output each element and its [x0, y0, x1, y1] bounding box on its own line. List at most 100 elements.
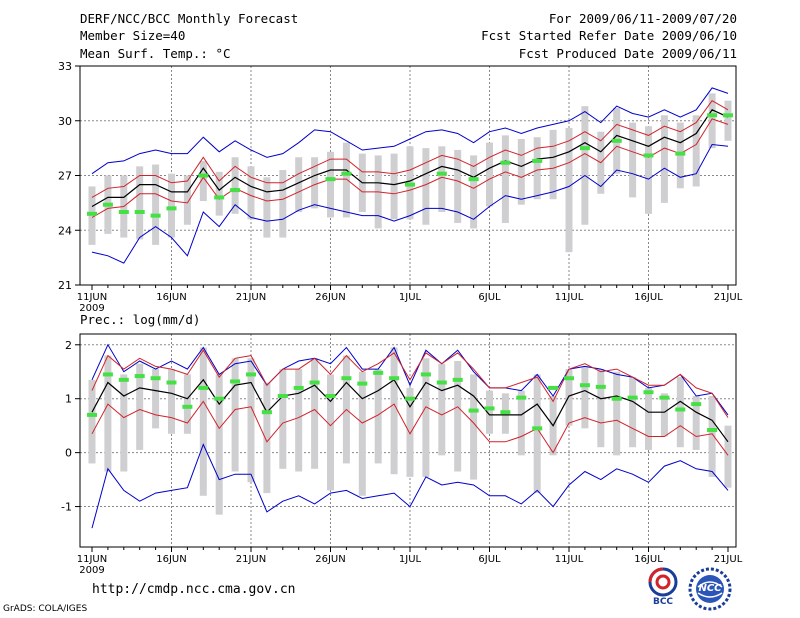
observed-marker: [102, 202, 113, 207]
observed-marker: [150, 213, 161, 218]
observed-marker: [420, 372, 431, 377]
observed-marker: [261, 410, 272, 415]
spread-box: [708, 396, 716, 477]
spread-box: [374, 369, 382, 464]
observed-marker: [341, 171, 352, 176]
observed-marker: [500, 410, 511, 415]
forecast-period: For 2009/06/11-2009/07/20: [548, 11, 737, 26]
forecast-produced-date: Fcst Produced Date 2009/06/11: [518, 46, 737, 61]
observed-marker: [341, 376, 352, 381]
spread-box: [533, 137, 541, 200]
y-tick-label: 27: [58, 170, 72, 183]
x-tick-label: 26JUN: [315, 292, 345, 303]
observed-marker: [373, 370, 384, 375]
spread-box: [629, 122, 637, 198]
spread-box: [486, 390, 493, 434]
observed-marker: [675, 407, 686, 412]
spread-box: [613, 371, 621, 456]
spread-box: [199, 160, 207, 202]
spread-box: [215, 374, 223, 515]
observed-marker: [405, 182, 415, 187]
observed-marker: [707, 113, 718, 118]
spread-box: [660, 115, 668, 203]
spread-box: [565, 369, 573, 426]
spread-box: [470, 374, 478, 480]
spread-box: [438, 146, 446, 212]
observed-marker: [214, 195, 225, 200]
spread-box: [152, 164, 160, 245]
x-tick-label: 21JUL: [714, 554, 743, 565]
spread-box: [263, 177, 271, 238]
lower-std-line: [91, 400, 729, 456]
y-tick-label: 2: [65, 339, 72, 352]
ensemble-mean-line: [91, 109, 729, 208]
spread-box: [168, 173, 175, 238]
spread-box: [279, 170, 287, 238]
spread-box: [724, 425, 732, 488]
year-label: 2009: [79, 303, 104, 314]
ensemble-min-line: [91, 143, 729, 264]
observed-marker: [707, 427, 718, 432]
upper-std-line: [91, 349, 729, 418]
spread-box: [486, 142, 493, 207]
observed-marker: [675, 151, 686, 156]
x-tick-label: 26JUN: [315, 554, 345, 565]
ensemble-max-line: [91, 87, 729, 175]
spread-box: [136, 166, 144, 240]
spread-box: [183, 374, 191, 434]
plot-frame: [79, 333, 737, 548]
observed-marker: [166, 380, 177, 385]
y-tick-label: 24: [58, 224, 72, 237]
observed-marker: [214, 396, 225, 401]
panel-2: -1 0 1 2 11JUN 16JUN 21JUN 26JUN 1JUL 6JUL 11JUL 16…: [61, 312, 743, 576]
spread-box: [454, 360, 462, 472]
observed-marker: [627, 395, 638, 400]
spread-box: [501, 135, 509, 223]
header-title: DERF/NCC/BCC Monthly Forecast: [80, 11, 299, 26]
observed-marker: [611, 138, 622, 143]
spread-box: [247, 358, 255, 483]
y-tick-label: 33: [58, 60, 72, 73]
observed-marker: [357, 381, 368, 386]
spread-box: [295, 157, 303, 212]
spread-box: [549, 129, 557, 200]
y-tick-label: 30: [58, 115, 72, 128]
spread-box: [581, 106, 589, 225]
x-tick-label: 16JUN: [156, 292, 186, 303]
observed-marker: [325, 394, 336, 399]
spread-box: [231, 358, 239, 472]
spread-box: [645, 126, 652, 214]
panel-title: Prec.: log(mm/d): [80, 312, 200, 327]
observed-marker: [643, 390, 654, 395]
y-tick-label: 21: [58, 279, 72, 292]
ncc-logo: NCC: [688, 567, 732, 611]
lower-std-line: [91, 118, 729, 218]
spread-box: [183, 175, 191, 225]
spread-box: [136, 363, 144, 450]
x-tick-label: 6JUL: [478, 292, 501, 303]
observed-marker: [532, 426, 543, 431]
ncc-logo-text: NCC: [698, 583, 722, 594]
spread-box: [422, 148, 430, 225]
observed-marker: [198, 173, 209, 178]
x-tick-label: 21JUL: [714, 292, 743, 303]
bcc-logo: BCC: [640, 566, 686, 610]
observed-marker: [548, 385, 559, 390]
x-tick-label: 6JUL: [478, 554, 501, 565]
spread-box: [517, 139, 525, 205]
variable-label: Mean Surf. Temp.: °C: [80, 46, 231, 61]
observed-marker: [166, 206, 177, 211]
spread-box: [342, 142, 350, 218]
observed-marker: [564, 376, 574, 381]
year-label: 2009: [79, 565, 104, 576]
spread-box: [390, 347, 398, 475]
observed-marker: [198, 385, 209, 390]
observed-marker: [309, 380, 320, 385]
spread-box: [692, 396, 700, 450]
observed-marker: [579, 383, 590, 388]
spread-box: [470, 155, 478, 229]
spread-box: [311, 358, 319, 469]
spread-box: [422, 358, 430, 477]
grads-credit: GrADS: COLA/IGES: [3, 604, 88, 614]
spread-box: [295, 369, 303, 472]
